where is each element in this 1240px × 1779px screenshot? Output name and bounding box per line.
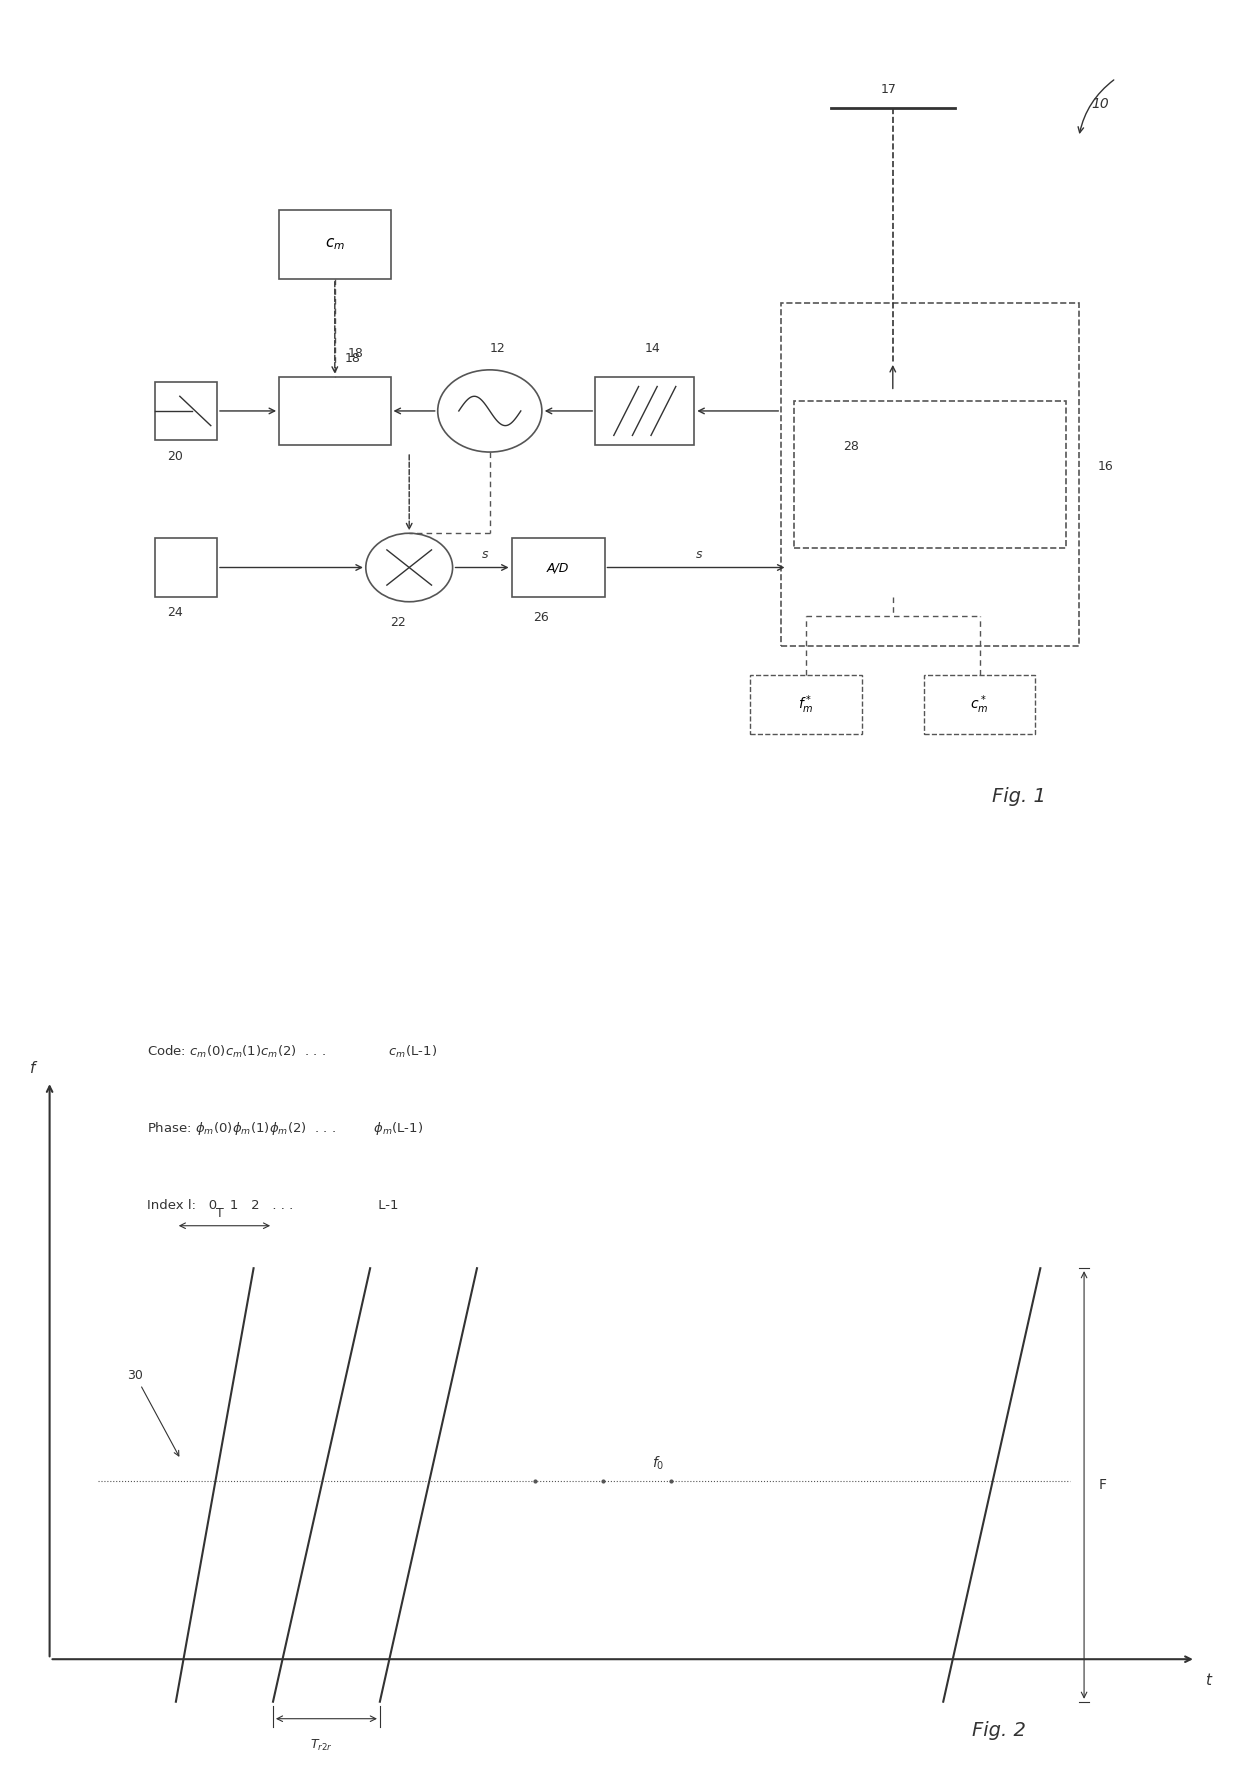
Text: $f_0$: $f_0$ [652, 1455, 665, 1473]
Text: F: F [1099, 1478, 1106, 1493]
FancyBboxPatch shape [155, 381, 217, 439]
Text: 18: 18 [345, 352, 361, 365]
Text: 12: 12 [490, 342, 506, 356]
FancyBboxPatch shape [511, 537, 605, 596]
Text: $f^*_m$: $f^*_m$ [799, 694, 813, 715]
Text: Fig. 2: Fig. 2 [972, 1720, 1027, 1740]
Circle shape [438, 370, 542, 452]
Text: s: s [696, 548, 702, 560]
Text: A/D: A/D [547, 560, 569, 575]
FancyBboxPatch shape [750, 674, 862, 733]
Text: Fig. 1: Fig. 1 [992, 788, 1045, 806]
FancyBboxPatch shape [155, 537, 217, 596]
Text: T: T [216, 1208, 223, 1220]
Text: s: s [482, 548, 489, 560]
Text: t: t [1205, 1672, 1211, 1688]
FancyBboxPatch shape [279, 210, 391, 279]
Text: 26: 26 [533, 612, 549, 624]
Text: f: f [30, 1060, 36, 1076]
Text: 17: 17 [880, 84, 897, 96]
Text: 22: 22 [391, 616, 407, 630]
Circle shape [366, 534, 453, 601]
Text: 14: 14 [645, 342, 661, 356]
Text: 24: 24 [167, 607, 184, 619]
FancyBboxPatch shape [794, 400, 1066, 548]
FancyBboxPatch shape [595, 377, 694, 445]
Text: 18: 18 [347, 347, 363, 359]
Text: 28: 28 [843, 439, 859, 454]
Text: $c^*_m$: $c^*_m$ [971, 694, 988, 715]
Text: $c_m$: $c_m$ [325, 237, 345, 253]
Text: Index l:   0   1   2   . . .                    L-1: Index l: 0 1 2 . . . L-1 [146, 1199, 398, 1211]
Text: 30: 30 [128, 1368, 179, 1455]
Text: 10: 10 [1091, 96, 1109, 110]
FancyBboxPatch shape [781, 302, 1079, 646]
Text: Code: $c_m$(0)$c_m$(1)$c_m$(2)  . . .               $c_m$(L-1): Code: $c_m$(0)$c_m$(1)$c_m$(2) . . . $c_… [146, 1044, 436, 1060]
Text: 16: 16 [1097, 459, 1114, 473]
FancyBboxPatch shape [924, 674, 1035, 733]
FancyBboxPatch shape [279, 377, 391, 445]
Text: $T_{r2r}$: $T_{r2r}$ [310, 1738, 334, 1752]
Text: 20: 20 [167, 450, 184, 463]
Text: Phase: $\phi_m$(0)$\phi_m$(1)$\phi_m$(2)  . . .         $\phi_m$(L-1): Phase: $\phi_m$(0)$\phi_m$(1)$\phi_m$(2)… [146, 1121, 423, 1137]
